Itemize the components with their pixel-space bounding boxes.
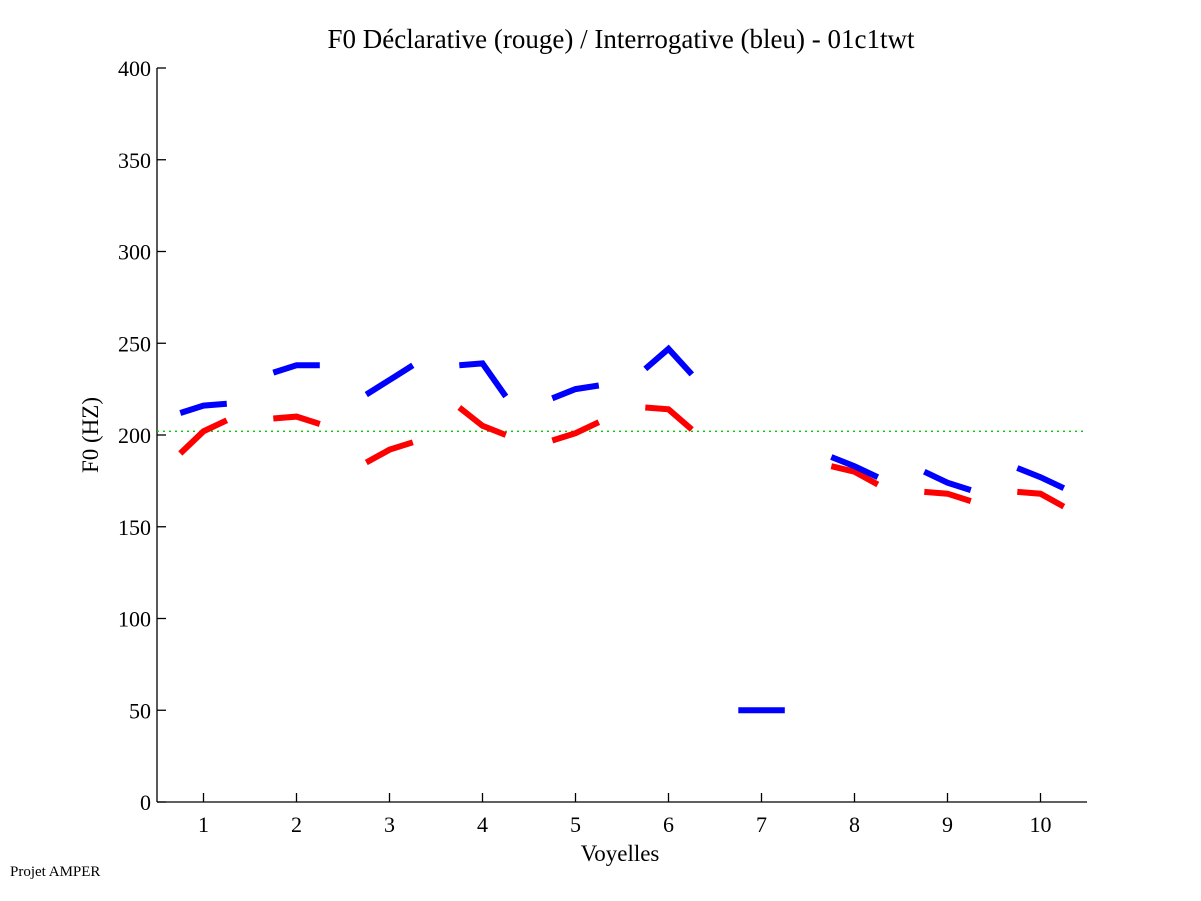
y-tick-label: 400 bbox=[118, 56, 151, 81]
interrogative-segment-vowel-8 bbox=[830, 454, 880, 480]
declarative-segment-vowel-9 bbox=[924, 488, 972, 504]
y-tick-label: 350 bbox=[118, 148, 151, 173]
chart-title: F0 Déclarative (rouge) / Interrogative (… bbox=[327, 24, 915, 54]
y-tick-label: 300 bbox=[118, 240, 151, 265]
x-axis: 1 2 3 4 5 6 7 8 9 10 bbox=[157, 793, 1087, 837]
x-tick-label: 1 bbox=[198, 812, 209, 837]
declarative-segment-vowel-8 bbox=[830, 463, 880, 488]
y-tick-label: 50 bbox=[129, 698, 151, 723]
x-tick-label: 5 bbox=[570, 812, 581, 837]
y-axis: 0 50 100 150 200 250 300 350 400 bbox=[118, 56, 166, 815]
x-tick-label: 4 bbox=[477, 812, 488, 837]
interrogative-segment-vowel-9 bbox=[923, 468, 972, 493]
x-axis-label: Voyelles bbox=[581, 841, 660, 866]
x-tick-label: 9 bbox=[942, 812, 953, 837]
x-tick-label: 6 bbox=[663, 812, 674, 837]
x-tick-label: 2 bbox=[291, 812, 302, 837]
declarative-segment-vowel-10 bbox=[1017, 488, 1066, 510]
y-tick-label: 150 bbox=[118, 515, 151, 540]
series-interrogative bbox=[179, 344, 1066, 714]
declarative-segment-vowel-6 bbox=[645, 404, 694, 432]
interrogative-segment-vowel-3 bbox=[364, 362, 415, 398]
credit-text: Projet AMPER bbox=[10, 864, 101, 880]
interrogative-segment-vowel-1 bbox=[179, 400, 228, 416]
y-axis-label: F0 (HZ) bbox=[78, 397, 103, 473]
series-layer bbox=[178, 344, 1066, 714]
declarative-segment-vowel-5 bbox=[551, 419, 601, 444]
interrogative-segment-vowel-2 bbox=[272, 362, 320, 376]
y-tick-label: 250 bbox=[118, 331, 151, 356]
y-tick-label: 100 bbox=[118, 607, 151, 632]
x-tick-label: 7 bbox=[756, 812, 767, 837]
declarative-segment-vowel-3 bbox=[364, 439, 414, 466]
x-tick-label: 3 bbox=[384, 812, 395, 837]
declarative-segment-vowel-1 bbox=[178, 417, 229, 456]
interrogative-segment-vowel-10 bbox=[1016, 465, 1066, 491]
declarative-segment-vowel-4 bbox=[457, 405, 507, 438]
x-tick-label: 8 bbox=[849, 812, 860, 837]
y-tick-label: 0 bbox=[140, 790, 151, 815]
interrogative-segment-vowel-4 bbox=[459, 360, 509, 399]
interrogative-segment-vowel-5 bbox=[551, 382, 600, 402]
y-tick-label: 200 bbox=[118, 423, 151, 448]
interrogative-segment-vowel-6 bbox=[643, 344, 695, 377]
x-tick-label: 10 bbox=[1030, 812, 1052, 837]
series-declarative bbox=[178, 404, 1066, 510]
declarative-segment-vowel-2 bbox=[273, 413, 321, 427]
